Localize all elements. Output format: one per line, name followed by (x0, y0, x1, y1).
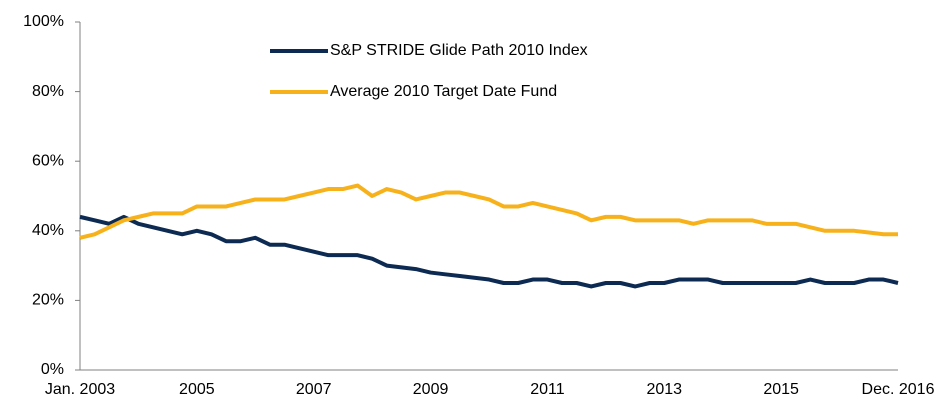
x-tick-label: 2013 (646, 381, 682, 398)
y-tick-label: 20% (32, 292, 64, 309)
y-tick-label: 80% (32, 83, 64, 100)
x-tick-label: 2009 (413, 381, 449, 398)
x-tick-label: 2011 (530, 381, 565, 398)
x-tick-label: 2015 (763, 381, 799, 398)
legend-label: Average 2010 Target Date Fund (330, 83, 557, 100)
series-line (79, 183, 898, 240)
y-tick-label: 60% (32, 152, 64, 169)
series-line (79, 214, 899, 289)
y-tick-label: 0% (41, 361, 64, 378)
y-tick-label: 40% (32, 222, 64, 239)
legend-label: S&P STRIDE Glide Path 2010 Index (330, 42, 588, 59)
x-tick-label: 2007 (296, 381, 332, 398)
x-tick-label: 2005 (179, 381, 215, 398)
x-tick-label: Dec. 2016 (862, 381, 935, 398)
y-tick-label: 100% (23, 13, 64, 30)
x-tick-label: Jan. 2003 (45, 381, 115, 398)
